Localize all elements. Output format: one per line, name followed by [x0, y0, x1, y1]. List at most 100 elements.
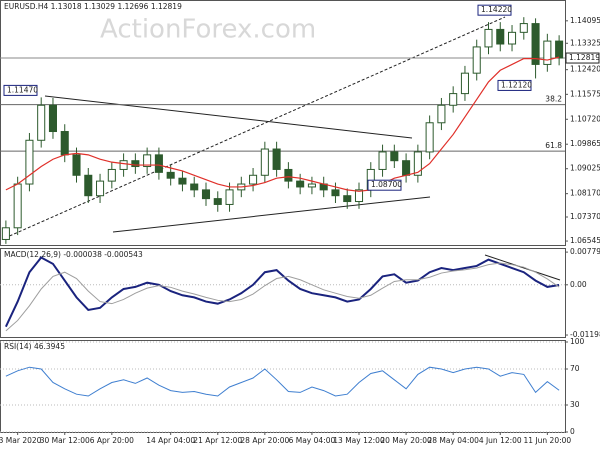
- x-tick-label: 21 Apr 12:00: [193, 436, 242, 445]
- divergence-line: [484, 254, 561, 281]
- y-tick-label: 1.07370: [570, 212, 600, 221]
- candle-body: [472, 46, 481, 74]
- candle-body: [531, 23, 540, 65]
- candle-body: [190, 183, 199, 191]
- y-tick-label: 1.11575: [570, 89, 600, 98]
- x-tick-label: 13 May 12:00: [333, 436, 385, 445]
- fib-label: 61.8: [545, 141, 562, 150]
- candle-body: [272, 148, 281, 170]
- y-tick-label: 1.06545: [570, 236, 600, 245]
- candle-body: [260, 148, 269, 176]
- candle-body: [425, 122, 434, 153]
- x-tick-label: 30 Mar 12:00: [40, 436, 90, 445]
- candle-body: [378, 151, 387, 170]
- y-tick-label: 1.08170: [570, 189, 600, 198]
- candle-body: [343, 195, 352, 203]
- y-tick-label: 30: [570, 400, 580, 409]
- macd-frame: [0, 248, 566, 338]
- candle-body: [496, 28, 505, 45]
- candle-body: [225, 189, 234, 205]
- candle-body: [390, 151, 399, 162]
- candle-body: [402, 160, 411, 176]
- candle-body: [331, 189, 340, 197]
- candle-body: [460, 72, 469, 95]
- candle-body: [213, 198, 222, 205]
- candle-body: [296, 180, 305, 188]
- candle-body: [48, 104, 57, 133]
- candle-body: [1, 227, 10, 240]
- last-price-label: 1.12819: [569, 53, 600, 62]
- candle-body: [484, 28, 493, 48]
- annotation-box: [497, 79, 532, 91]
- y-tick-label: 0.007797: [570, 247, 600, 256]
- y-tick-label: 1.14095: [570, 16, 600, 25]
- price-frame: [0, 0, 566, 246]
- candle-body: [284, 168, 293, 182]
- y-tick-label: 70: [570, 364, 580, 373]
- y-tick-label: 1.09865: [570, 139, 600, 148]
- candle-body: [119, 160, 128, 170]
- moving-average: [5, 56, 560, 192]
- annotation-box: [477, 4, 512, 16]
- x-tick-label: 11 Jun 20:00: [524, 436, 572, 445]
- candle-body: [131, 160, 140, 168]
- x-tick-label: 28 Apr 20:00: [240, 436, 289, 445]
- x-tick-label: 14 Apr 04:00: [146, 436, 195, 445]
- candle-body: [37, 104, 46, 141]
- indicator-line: [4, 256, 560, 328]
- candle-body: [25, 139, 34, 185]
- candle-body: [555, 40, 564, 59]
- candle-body: [543, 40, 552, 65]
- price-title: EURUSD.H4 1.13018 1.13029 1.12696 1.1281…: [4, 2, 182, 11]
- annotation-label: 1.12120: [501, 80, 532, 89]
- rsi-title: RSI(14) 46.3945: [4, 342, 65, 351]
- annotation-label: 1.08700: [371, 180, 402, 189]
- candle-body: [508, 31, 517, 45]
- annotation-box: [367, 179, 402, 191]
- last-price-box: [565, 52, 600, 64]
- annotation-label: 1.11470: [7, 85, 38, 94]
- trend-line: [44, 95, 413, 139]
- candle-body: [437, 104, 446, 124]
- trend-line: [112, 196, 431, 233]
- indicator-line: [5, 366, 560, 397]
- y-tick-label: 0.00: [570, 280, 587, 289]
- x-tick-label: 20 May 20:00: [380, 436, 432, 445]
- x-tick-label: 6 Apr 20:00: [90, 436, 134, 445]
- indicator-line: [5, 262, 560, 332]
- macd-title: MACD(12,26,9) -0.000038 -0.000543: [4, 250, 143, 259]
- candle-body: [413, 151, 422, 176]
- y-tick-label: 1.13325: [570, 38, 600, 47]
- x-tick-label: 6 May 04:00: [289, 436, 336, 445]
- y-tick-label: 1.09025: [570, 164, 600, 173]
- y-tick-label: 1.12420: [570, 65, 600, 74]
- annotation-box: [3, 84, 38, 96]
- candle-body: [72, 154, 81, 176]
- x-tick-label: 28 May 04:00: [427, 436, 479, 445]
- candle-body: [60, 131, 69, 156]
- candle-body: [519, 23, 528, 33]
- candle-body: [143, 154, 152, 168]
- candle-body: [107, 168, 116, 182]
- y-tick-label: 1.10720: [570, 114, 600, 123]
- candle-body: [249, 174, 258, 185]
- x-tick-label: 4 Jun 12:00: [479, 436, 522, 445]
- annotation-label: 1.14220: [481, 5, 512, 14]
- candle-body: [154, 154, 163, 173]
- fib-label: 38.2: [545, 95, 562, 104]
- candle-body: [178, 177, 187, 185]
- y-tick-label: 100: [570, 337, 585, 346]
- candle-body: [166, 171, 175, 179]
- candle-body: [96, 180, 105, 197]
- candle-body: [354, 189, 364, 203]
- x-tick-label: 23 Mar 2020: [0, 436, 42, 445]
- candle-body: [449, 93, 458, 106]
- watermark: ActionForex.com: [100, 15, 316, 45]
- candle-body: [84, 174, 93, 197]
- candle-body: [201, 189, 211, 200]
- candle-body: [307, 183, 316, 188]
- y-tick-label: 0: [570, 427, 575, 436]
- y-tick-label: -0.011981: [570, 330, 600, 339]
